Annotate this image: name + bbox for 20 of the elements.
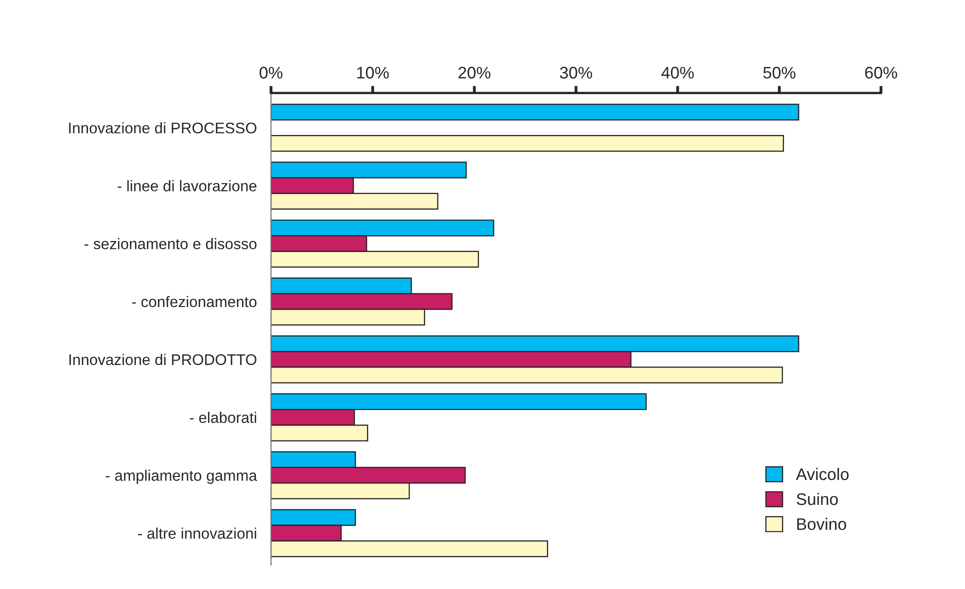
y-tick-label: Innovazione di PROCESSO: [69, 122, 256, 134]
x-tick-label: 10%: [357, 66, 389, 79]
x-tick-label: 30%: [560, 66, 592, 79]
bar: [271, 135, 784, 152]
x-tick-label: 40%: [661, 66, 694, 79]
x-tick-label: 20%: [458, 66, 490, 79]
y-tick-label: - ampliamento gamma: [106, 470, 258, 484]
y-tick-label: - sezionamento e disosso: [84, 238, 256, 250]
legend-label: Bovino: [797, 518, 846, 530]
y-tick-label: Innovazione di PRODOTTO: [69, 354, 256, 366]
y-tick-label: - linee di lavorazione: [118, 180, 256, 192]
x-tick-label: 0%: [260, 66, 282, 79]
x-tick-label: 50%: [763, 66, 796, 79]
y-tick-label: - altre innovazioni: [138, 528, 256, 539]
y-tick-label: - confezionamento: [132, 296, 256, 308]
y-tick-label: - elaborati: [190, 412, 256, 424]
legend-label: Suino: [796, 492, 838, 506]
bar: [271, 104, 800, 120]
x-tick-label: 60%: [865, 66, 898, 79]
legend-label: Avicolo: [796, 468, 849, 480]
